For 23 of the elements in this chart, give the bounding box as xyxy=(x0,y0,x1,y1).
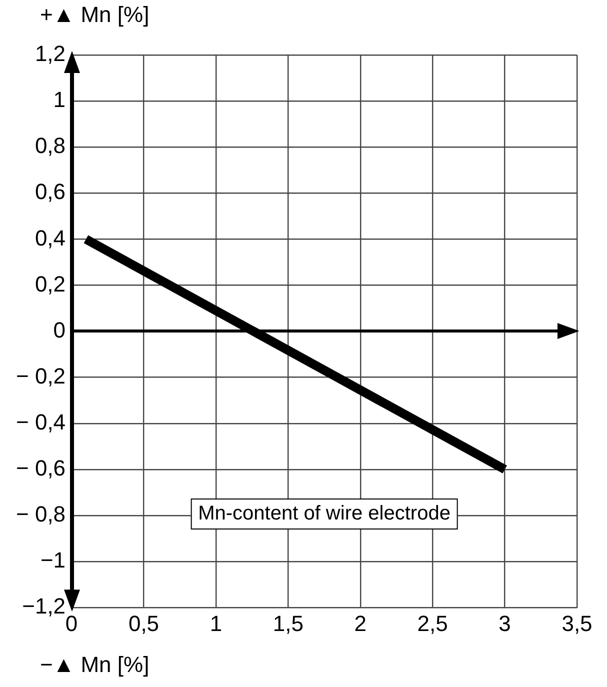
y-tick-label: −1 xyxy=(40,548,66,573)
x-tick-label: 2,5 xyxy=(417,610,448,636)
y-tick-label: 0,4 xyxy=(34,225,66,250)
y-tick-label: − 0,2 xyxy=(16,363,66,388)
y-tick-label: 0,6 xyxy=(34,179,66,204)
y-tick-label: 0,8 xyxy=(34,133,66,158)
y-tick-label: − 0,6 xyxy=(16,456,66,481)
x-tick-label: 1 xyxy=(210,610,222,636)
x-tick-label: 1,5 xyxy=(272,610,304,636)
x-tick-label: 2 xyxy=(354,610,366,636)
y-tick-label: − 0,4 xyxy=(16,409,66,434)
x-axis-title: −▲ Mn [%] xyxy=(40,652,150,678)
x-tick-label: 0,5 xyxy=(128,610,160,636)
y-tick-label: − 0,8 xyxy=(16,502,66,527)
y-tick-label: 0 xyxy=(53,317,66,342)
y-tick-label: 0,2 xyxy=(34,271,66,296)
y-tick-label: −1,2 xyxy=(22,594,66,619)
y-axis-title: +▲ Mn [%] xyxy=(40,2,150,28)
x-tick-label: 3,5 xyxy=(562,610,592,636)
x-tick-label: 3 xyxy=(498,610,511,636)
y-tick-label: 1,2 xyxy=(34,41,66,66)
annotation: Mn-content of wire electrode xyxy=(191,498,458,530)
y-tick-label: 1 xyxy=(53,87,66,112)
